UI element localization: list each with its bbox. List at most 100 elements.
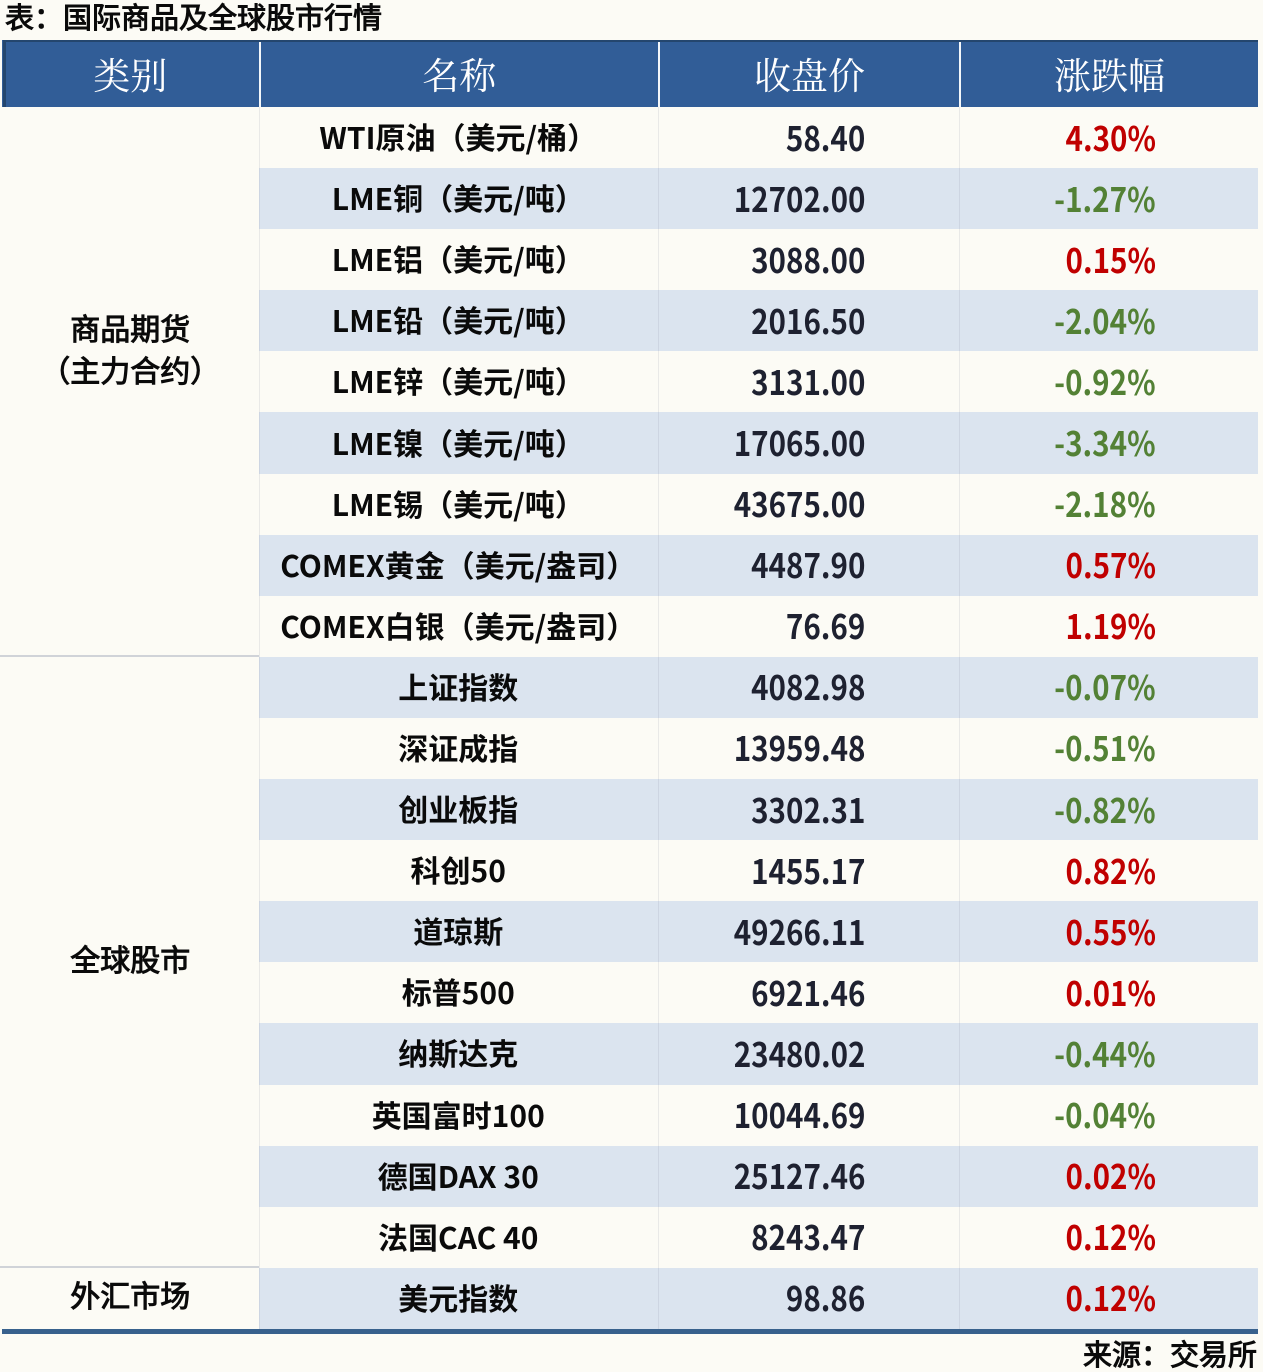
cell-change-percent: -0.51% bbox=[959, 718, 1258, 779]
table-row: 德国DAX 30 25127.46 0.02% bbox=[2, 1145, 1258, 1207]
close-price-value: 1455.17 bbox=[750, 844, 865, 894]
close-price-value: 25127.46 bbox=[733, 1150, 865, 1200]
change-percent-value: -0.82% bbox=[1054, 783, 1156, 833]
table-row: 法国CAC 40 8243.47 0.12% bbox=[2, 1207, 1258, 1268]
table-header-row: 类别 名称 收盘价 涨跌幅 bbox=[2, 39, 1258, 107]
change-percent-value: 0.12% bbox=[1065, 1211, 1156, 1261]
change-percent-value: 1.19% bbox=[1065, 600, 1156, 650]
cell-close-price: 1455.17 bbox=[658, 840, 959, 901]
change-percent-value: 0.01% bbox=[1065, 966, 1156, 1016]
cell-close-price: 17065.00 bbox=[658, 412, 959, 474]
change-percent-value: 4.30% bbox=[1065, 111, 1156, 161]
category-label-line: 全球股市 bbox=[70, 945, 191, 979]
table-row: COMEX白银（美元/盎司） 76.69 1.19% bbox=[2, 596, 1258, 657]
table-row: 英国富时100 10044.69 -0.04% bbox=[2, 1085, 1258, 1146]
cell-change-percent: 0.01% bbox=[959, 962, 1258, 1023]
table-row: 标普500 6921.46 0.01% bbox=[2, 962, 1258, 1023]
cell-change-percent: -0.44% bbox=[959, 1023, 1258, 1085]
close-price-value: 3131.00 bbox=[750, 355, 865, 405]
close-price-value: 4487.90 bbox=[750, 539, 865, 589]
cell-name: 上证指数 bbox=[258, 656, 658, 718]
close-price-value: 3088.00 bbox=[750, 233, 865, 283]
header-cell-name: 名称 bbox=[258, 39, 659, 107]
cell-close-price: 3131.00 bbox=[658, 351, 959, 412]
cell-close-price: 2016.50 bbox=[658, 290, 959, 352]
cell-close-price: 98.86 bbox=[658, 1267, 959, 1329]
close-price-value: 17065.00 bbox=[733, 417, 865, 467]
header-top-edge bbox=[3, 39, 1258, 42]
table-bottom-border bbox=[2, 1329, 1258, 1334]
close-price-value: 12702.00 bbox=[733, 172, 865, 222]
header-cell-close: 收盘价 bbox=[658, 39, 959, 107]
table-row: COMEX黄金（美元/盎司） 4487.90 0.57% bbox=[2, 534, 1258, 596]
cell-name: 法国CAC 40 bbox=[378, 1213, 539, 1258]
table-body: WTI原油（美元/桶） 58.40 4.30% LME铜（美元/吨） 12702.00 -… bbox=[2, 107, 1258, 1329]
cell-name: LME镍（美元/吨） bbox=[258, 412, 658, 474]
cell-name: 创业板指 bbox=[258, 779, 658, 841]
category-label-commodity: 商品期货 （主力合约） bbox=[2, 107, 259, 596]
change-percent-value: -0.07% bbox=[1054, 661, 1156, 711]
category-label-line: （主力合约） bbox=[40, 355, 221, 389]
cell-name: LME锌（美元/吨） bbox=[331, 358, 585, 403]
cell-change-percent: -2.18% bbox=[959, 474, 1258, 535]
cell-change-percent: 4.30% bbox=[959, 107, 1258, 168]
change-percent-value: -0.92% bbox=[1054, 355, 1156, 405]
table-row: 深证成指 13959.48 -0.51% bbox=[2, 718, 1258, 779]
cell-change-percent: 1.19% bbox=[959, 596, 1258, 657]
close-price-value: 3302.31 bbox=[750, 783, 865, 833]
cell-change-percent: -3.34% bbox=[959, 412, 1258, 474]
cell-close-price: 3088.00 bbox=[658, 229, 959, 290]
cell-close-price: 8243.47 bbox=[658, 1207, 959, 1268]
table-row: 美元指数 98.86 0.12% bbox=[2, 1267, 1258, 1329]
page-title: 表：国际商品及全球股市行情 bbox=[5, 3, 383, 35]
source-note: 来源：交易所 bbox=[1082, 1340, 1257, 1372]
table-row: 纳斯达克 23480.02 -0.44% bbox=[2, 1023, 1258, 1085]
close-price-value: 58.40 bbox=[785, 111, 865, 161]
cell-change-percent: -0.07% bbox=[959, 656, 1258, 718]
cell-change-percent: 0.55% bbox=[959, 901, 1258, 963]
cell-name: WTI原油（美元/桶） bbox=[319, 114, 598, 159]
table-row: LME铜（美元/吨） 12702.00 -1.27% bbox=[2, 168, 1258, 230]
table-row: LME锡（美元/吨） 43675.00 -2.18% bbox=[2, 474, 1258, 535]
close-price-value: 23480.02 bbox=[733, 1027, 865, 1077]
cell-close-price: 10044.69 bbox=[658, 1085, 959, 1146]
cell-name: 英国富时100 bbox=[371, 1091, 545, 1136]
cell-close-price: 76.69 bbox=[658, 596, 959, 657]
close-price-value: 49266.11 bbox=[733, 905, 865, 955]
close-price-value: 10044.69 bbox=[733, 1089, 865, 1139]
close-price-value: 76.69 bbox=[785, 600, 865, 650]
category-label-line: 商品期货 bbox=[70, 313, 191, 347]
change-percent-value: 0.12% bbox=[1065, 1272, 1156, 1322]
table-row: 科创50 1455.17 0.82% bbox=[2, 840, 1258, 901]
change-percent-value: -1.27% bbox=[1054, 172, 1156, 222]
cell-name: 道琼斯 bbox=[258, 901, 658, 963]
cell-name: COMEX黄金（美元/盎司） bbox=[258, 534, 658, 596]
table-row: 创业板指 3302.31 -0.82% bbox=[2, 779, 1258, 841]
close-price-value: 98.86 bbox=[785, 1272, 865, 1322]
section-divider-2 bbox=[0, 1265, 259, 1268]
change-percent-value: -2.18% bbox=[1054, 478, 1156, 528]
table-row: LME铝（美元/吨） 3088.00 0.15% bbox=[2, 229, 1258, 290]
cell-name: COMEX白银（美元/盎司） bbox=[280, 602, 637, 647]
cell-close-price: 13959.48 bbox=[658, 718, 959, 779]
change-percent-value: 0.15% bbox=[1065, 233, 1156, 283]
close-price-value: 2016.50 bbox=[750, 294, 865, 344]
header-left-edge bbox=[3, 39, 6, 107]
cell-name: 科创50 bbox=[410, 847, 506, 892]
cell-close-price: 23480.02 bbox=[658, 1023, 959, 1085]
category-label-line: 外汇市场 bbox=[70, 1281, 191, 1314]
close-price-value: 8243.47 bbox=[750, 1211, 865, 1261]
column-gridline-3 bbox=[959, 107, 960, 1329]
cell-change-percent: -1.27% bbox=[959, 168, 1258, 230]
column-gridline-1 bbox=[258, 107, 260, 1329]
close-price-value: 6921.46 bbox=[750, 966, 865, 1016]
cell-name: 标普500 bbox=[401, 969, 515, 1014]
column-gridline-2 bbox=[658, 107, 659, 1329]
header-cell-change: 涨跌幅 bbox=[959, 39, 1258, 107]
change-percent-value: -2.04% bbox=[1054, 294, 1156, 344]
close-price-value: 4082.98 bbox=[750, 661, 865, 711]
section-divider-1 bbox=[0, 654, 259, 657]
cell-close-price: 12702.00 bbox=[658, 168, 959, 230]
cell-close-price: 6921.46 bbox=[658, 962, 959, 1023]
